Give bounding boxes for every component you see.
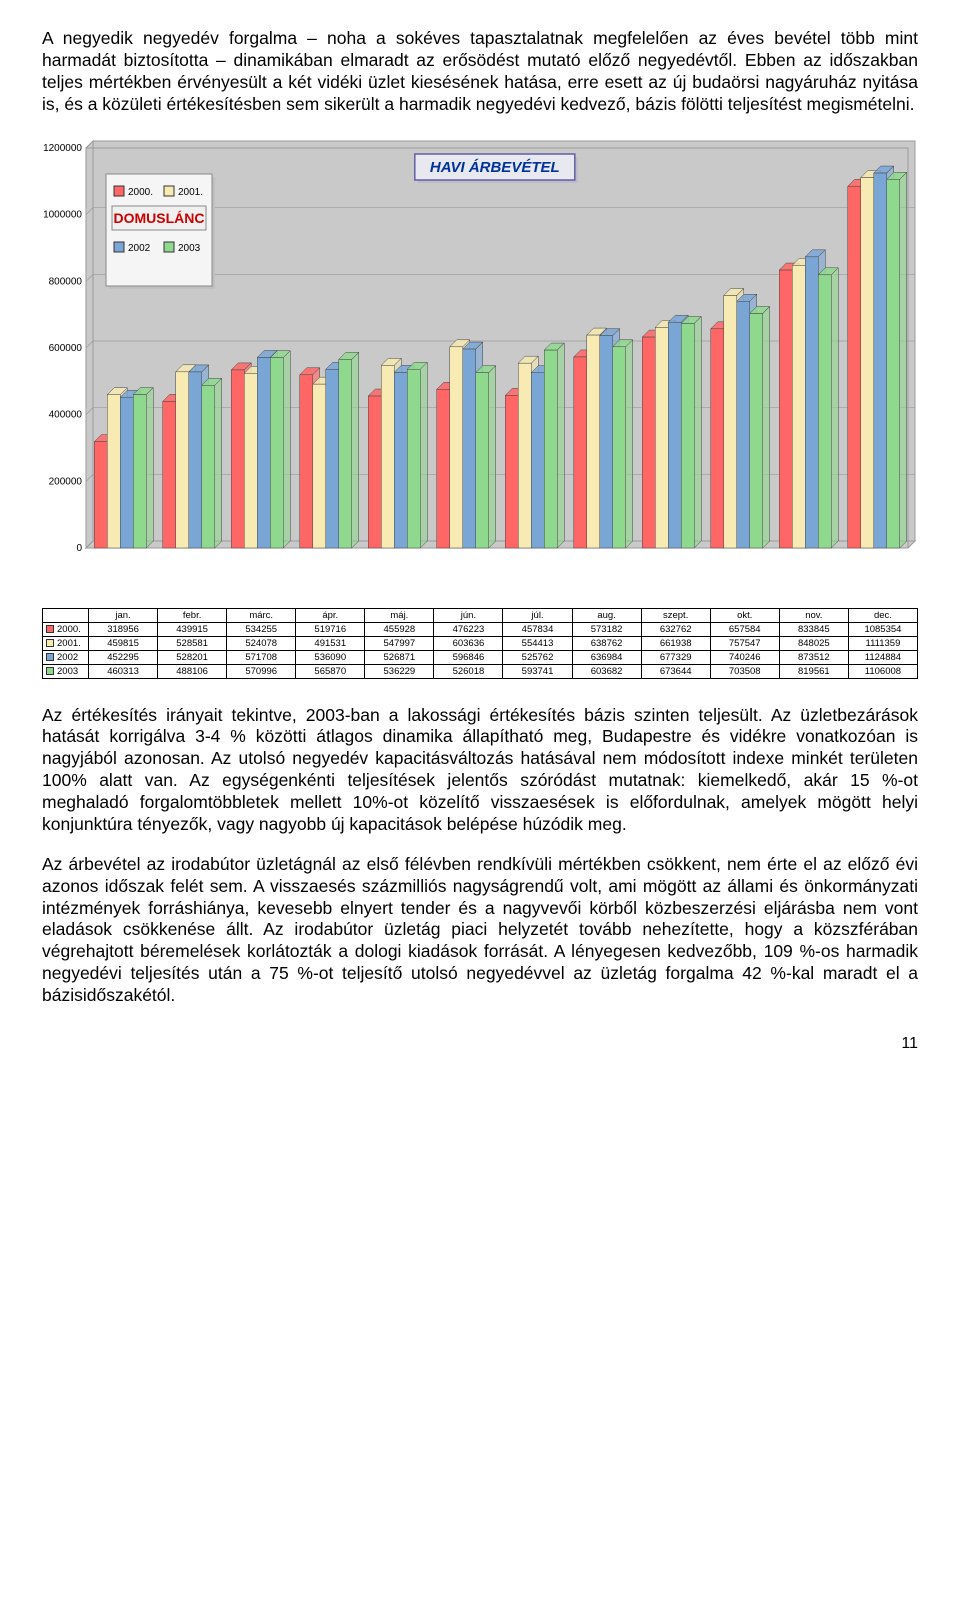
table-row: 2001.45981552858152407849153154799760363… xyxy=(43,636,918,650)
chart-container: 0 200000 400000 600000 800000 1000000 1200000 H… xyxy=(42,138,918,679)
svg-text:2000.: 2000. xyxy=(128,187,153,198)
page-number: 11 xyxy=(42,1035,918,1053)
table-cell: 593741 xyxy=(503,664,572,678)
table-col-header: júl. xyxy=(503,608,572,622)
table-cell: 526018 xyxy=(434,664,503,678)
table-cell: 439915 xyxy=(158,622,227,636)
table-cell: 657584 xyxy=(710,622,779,636)
paragraph-sales-direction: Az értékesítés irányait tekintve, 2003-b… xyxy=(42,705,918,836)
table-cell: 536090 xyxy=(296,650,365,664)
table-cell: 476223 xyxy=(434,622,503,636)
table-cell: 661938 xyxy=(641,636,710,650)
table-cell: 819561 xyxy=(779,664,848,678)
table-cell: 1085354 xyxy=(848,622,917,636)
table-cell: 833845 xyxy=(779,622,848,636)
table-cell: 673644 xyxy=(641,664,710,678)
table-cell: 565870 xyxy=(296,664,365,678)
paragraph-intro: A negyedik negyedév forgalma – noha a so… xyxy=(42,28,918,116)
table-cell: 534255 xyxy=(227,622,296,636)
table-cell: 1106008 xyxy=(848,664,917,678)
paragraph-office-furniture: Az árbevétel az irodabútor üzletágnál az… xyxy=(42,854,918,1007)
table-col-header: szept. xyxy=(641,608,710,622)
svg-text:200000: 200000 xyxy=(49,476,83,487)
table-cell: 525762 xyxy=(503,650,572,664)
svg-text:2001.: 2001. xyxy=(178,187,203,198)
svg-text:2003: 2003 xyxy=(178,243,201,254)
table-cell: 873512 xyxy=(779,650,848,664)
table-cell: 740246 xyxy=(710,650,779,664)
svg-text:DOMUSLÁNC: DOMUSLÁNC xyxy=(114,210,205,226)
table-col-header: febr. xyxy=(158,608,227,622)
table-col-header: nov. xyxy=(779,608,848,622)
table-cell: 677329 xyxy=(641,650,710,664)
table-cell: 757547 xyxy=(710,636,779,650)
chart-data-table: jan.febr.márc.ápr.máj.jún.júl.aug.szept.… xyxy=(42,608,918,679)
table-cell: 455928 xyxy=(365,622,434,636)
table-cell: 571708 xyxy=(227,650,296,664)
table-cell: 703508 xyxy=(710,664,779,678)
table-cell: 491531 xyxy=(296,636,365,650)
svg-text:1200000: 1200000 xyxy=(43,143,82,154)
table-cell: 848025 xyxy=(779,636,848,650)
table-col-header: márc. xyxy=(227,608,296,622)
table-cell: 632762 xyxy=(641,622,710,636)
table-cell: 1111359 xyxy=(848,636,917,650)
table-col-header: ápr. xyxy=(296,608,365,622)
table-cell: 573182 xyxy=(572,622,641,636)
table-cell: 596846 xyxy=(434,650,503,664)
svg-text:2002: 2002 xyxy=(128,243,151,254)
table-col-header: okt. xyxy=(710,608,779,622)
table-row: 2002452295528201571708536090526871596846… xyxy=(43,650,918,664)
svg-text:400000: 400000 xyxy=(49,409,83,420)
table-cell: 526871 xyxy=(365,650,434,664)
table-cell: 1124884 xyxy=(848,650,917,664)
svg-text:800000: 800000 xyxy=(49,276,83,287)
table-cell: 636984 xyxy=(572,650,641,664)
table-col-header: dec. xyxy=(848,608,917,622)
table-cell: 519716 xyxy=(296,622,365,636)
svg-text:600000: 600000 xyxy=(49,343,83,354)
table-col-header: máj. xyxy=(365,608,434,622)
table-cell: 547997 xyxy=(365,636,434,650)
table-cell: 524078 xyxy=(227,636,296,650)
table-cell: 536229 xyxy=(365,664,434,678)
table-cell: 638762 xyxy=(572,636,641,650)
table-cell: 452295 xyxy=(89,650,158,664)
table-cell: 318956 xyxy=(89,622,158,636)
table-cell: 603636 xyxy=(434,636,503,650)
table-row: 2003460313488106570996565870536229526018… xyxy=(43,664,918,678)
table-col-header: jún. xyxy=(434,608,503,622)
table-cell: 554413 xyxy=(503,636,572,650)
table-cell: 528201 xyxy=(158,650,227,664)
svg-text:0: 0 xyxy=(76,543,82,554)
table-cell: 570996 xyxy=(227,664,296,678)
table-cell: 460313 xyxy=(89,664,158,678)
table-col-header: jan. xyxy=(89,608,158,622)
table-cell: 459815 xyxy=(89,636,158,650)
table-row: 2000.31895643991553425551971645592847622… xyxy=(43,622,918,636)
monthly-revenue-chart: 0 200000 400000 600000 800000 1000000 1200000 H… xyxy=(42,138,918,608)
table-cell: 457834 xyxy=(503,622,572,636)
table-cell: 488106 xyxy=(158,664,227,678)
svg-text:HAVI ÁRBEVÉTEL: HAVI ÁRBEVÉTEL xyxy=(430,159,560,176)
table-cell: 528581 xyxy=(158,636,227,650)
table-cell: 603682 xyxy=(572,664,641,678)
svg-text:1000000: 1000000 xyxy=(43,209,82,220)
table-col-header: aug. xyxy=(572,608,641,622)
